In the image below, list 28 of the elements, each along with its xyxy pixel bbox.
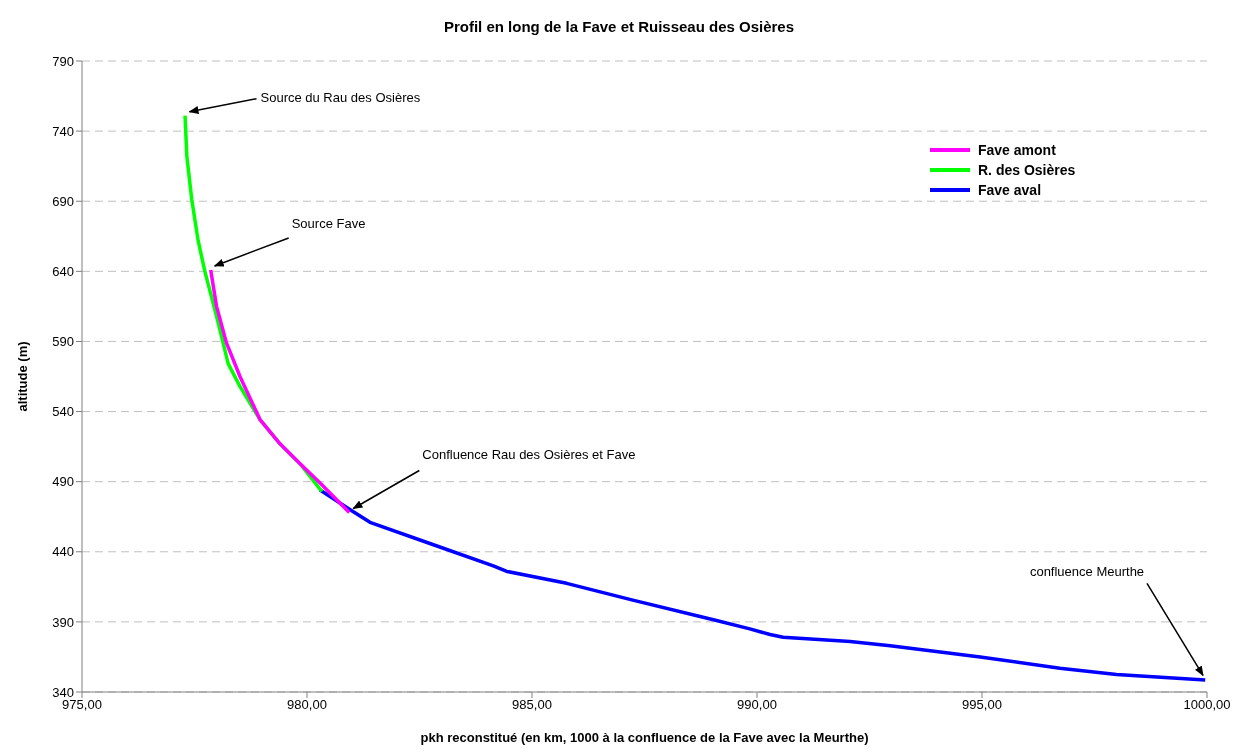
y-tick-label: 740 [52,123,74,139]
x-tick-label: 985,00 [512,697,552,713]
y-tick-label: 340 [52,684,74,700]
y-tick-label: 440 [52,544,74,560]
chart-title: Profil en long de la Fave et Ruisseau des Osières [442,18,796,35]
x-tick-label: 980,00 [287,697,327,713]
annotation: Source Fave [291,215,366,231]
y-tick-label: 540 [52,404,74,420]
annotation: Confluence Rau des Osières et Fave [422,446,636,462]
x-tick-label: 1000,00 [1183,697,1231,713]
y-tick-label: 640 [52,263,74,279]
x-tick-label: 995,00 [962,697,1002,713]
y-tick-label: 490 [52,474,74,490]
x-tick-label: 990,00 [737,697,777,713]
legend-label: Fave aval [978,182,1042,198]
annotation: Source du Rau des Osières [260,89,421,105]
legend-label: Fave amont [978,142,1056,158]
line-series [208,268,352,515]
y-axis-title: altitude (m) [14,341,30,412]
line-series [318,488,1207,682]
annotation: confluence Meurthe [1029,564,1145,580]
y-tick-label: 790 [52,53,74,69]
y-tick-label: 690 [52,193,74,209]
legend-label: R. des Osières [978,162,1076,178]
y-tick-label: 390 [52,614,74,630]
x-axis-title: pkh reconstitué (en km, 1000 à la confluence de la Fave avec la Meurthe) [420,730,869,745]
x-tick-label: 975,00 [62,697,102,713]
y-tick-label: 590 [52,334,74,350]
